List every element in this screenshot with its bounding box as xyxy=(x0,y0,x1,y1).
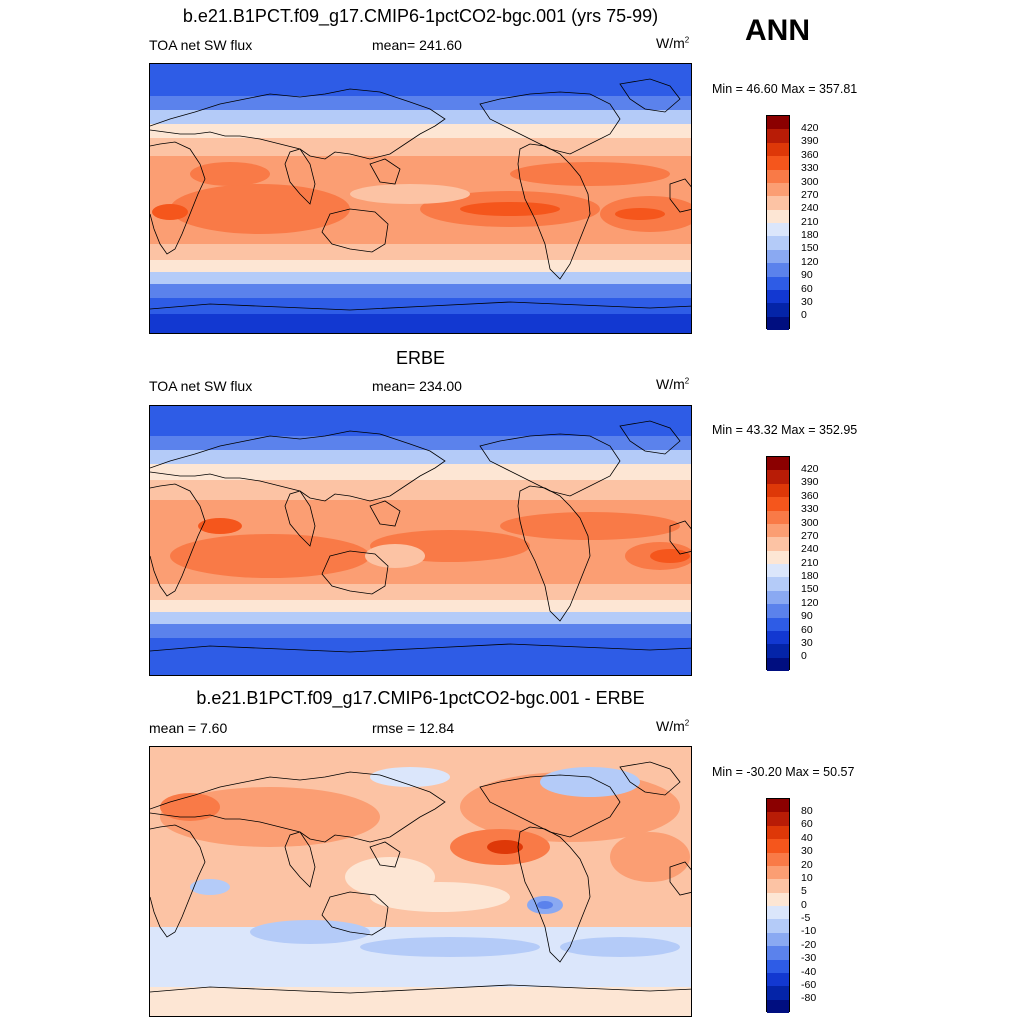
colorbar-label: 330 xyxy=(801,503,819,516)
panel1-variable-label: TOA net SW flux xyxy=(149,37,253,53)
colorbar-label: 60 xyxy=(801,818,813,831)
colorbar-label: 30 xyxy=(801,845,813,858)
colorbar-label: 80 xyxy=(801,805,813,817)
panel1-map-field xyxy=(150,64,691,333)
colorbar-label: 20 xyxy=(801,858,813,871)
colorbar-label: 330 xyxy=(801,162,819,175)
panel3-map-field xyxy=(150,747,691,1016)
colorbar-label: 5 xyxy=(801,885,807,898)
panel2-units: W/m2 xyxy=(656,376,690,392)
panel2-map-field xyxy=(150,406,691,675)
colorbar-label: -80 xyxy=(801,992,817,1005)
panel1-title: b.e21.B1PCT.f09_g17.CMIP6-1pctCO2-bgc.00… xyxy=(182,6,659,26)
panel1-units: W/m2 xyxy=(656,35,690,51)
panel2-colorbar xyxy=(766,456,790,671)
colorbar-label: 120 xyxy=(801,255,819,268)
colorbar-label: 90 xyxy=(801,610,813,623)
panel2-minmax: Min = 43.32 Max = 352.95 xyxy=(712,423,858,437)
colorbar-label: 300 xyxy=(801,175,819,188)
colorbar-label: 150 xyxy=(801,242,819,255)
colorbar-label: 0 xyxy=(801,898,807,911)
colorbar-label: 30 xyxy=(801,636,813,649)
colorbar-label: 300 xyxy=(801,516,819,529)
panel3-colorbar xyxy=(766,798,790,1013)
colorbar-label: 60 xyxy=(801,623,813,636)
colorbar-label: -60 xyxy=(801,978,817,991)
colorbar-label: 0 xyxy=(801,650,807,663)
panel1-minmax: Min = 46.60 Max = 357.81 xyxy=(712,82,858,96)
colorbar-label: -40 xyxy=(801,965,817,978)
colorbar-label: 60 xyxy=(801,282,813,295)
colorbar-label: 40 xyxy=(801,831,813,844)
colorbar-label: 270 xyxy=(801,188,819,201)
panel2-mean-label: mean= 234.00 xyxy=(372,378,462,394)
colorbar-label: 360 xyxy=(801,489,819,502)
panel2-variable-label: TOA net SW flux xyxy=(149,378,253,394)
colorbar-label: 360 xyxy=(801,148,819,161)
colorbar-label: 240 xyxy=(801,543,819,556)
panel3-minmax: Min = -30.20 Max = 50.57 xyxy=(712,765,855,779)
panel3-rmse-label: rmse = 12.84 xyxy=(372,720,455,736)
panel3-mean-label: mean = 7.60 xyxy=(149,720,228,736)
colorbar-label: 210 xyxy=(801,556,819,569)
season-label: ANN xyxy=(745,14,810,47)
colorbar-label: 10 xyxy=(801,871,813,884)
colorbar-label: 0 xyxy=(801,309,807,322)
panel1-map xyxy=(149,63,692,334)
colorbar-label: 210 xyxy=(801,215,819,228)
colorbar-label: 420 xyxy=(801,463,819,475)
panel1-colorbar xyxy=(766,115,790,330)
colorbar-label: 270 xyxy=(801,529,819,542)
colorbar-label: 180 xyxy=(801,229,819,241)
panel3-title: b.e21.B1PCT.f09_g17.CMIP6-1pctCO2-bgc.00… xyxy=(196,688,645,708)
colorbar-label: 390 xyxy=(801,476,819,489)
panel2-map xyxy=(149,405,692,676)
colorbar-label: 30 xyxy=(801,295,813,308)
colorbar-label: 120 xyxy=(801,596,819,609)
colorbar-label: -10 xyxy=(801,925,817,938)
colorbar-label: -5 xyxy=(801,912,811,924)
panel1-mean-label: mean= 241.60 xyxy=(372,37,462,53)
colorbar-label: 240 xyxy=(801,202,819,215)
panel3-map xyxy=(149,746,692,1017)
colorbar-label: -20 xyxy=(801,938,817,951)
colorbar-label: 90 xyxy=(801,269,813,282)
colorbar-label: 180 xyxy=(801,570,819,582)
panel3-units: W/m2 xyxy=(656,718,690,734)
panel2-title: ERBE xyxy=(395,348,446,368)
colorbar-label: -30 xyxy=(801,952,817,965)
colorbar-label: 390 xyxy=(801,135,819,148)
colorbar-label: 420 xyxy=(801,122,819,134)
colorbar-label: 150 xyxy=(801,583,819,596)
